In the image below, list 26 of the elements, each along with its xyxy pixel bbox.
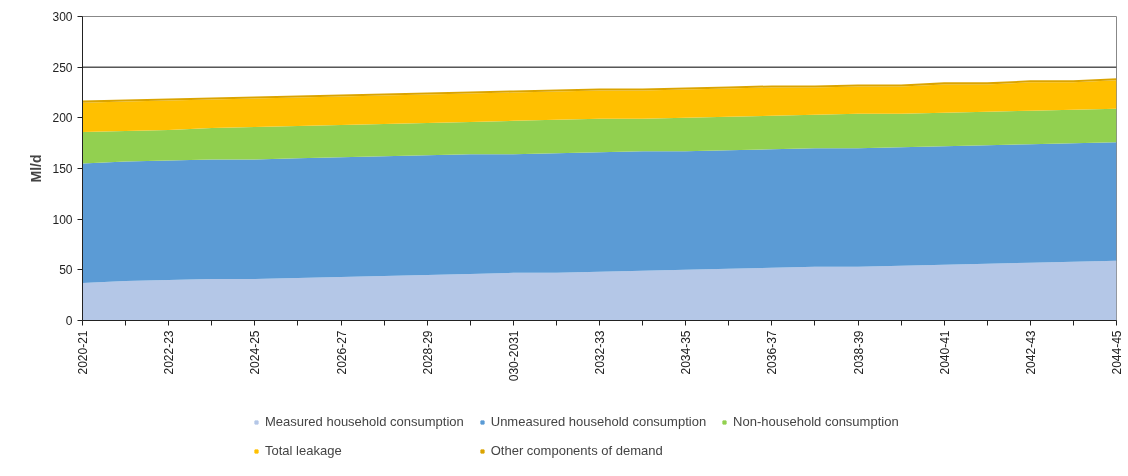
y-tick-label: 150: [52, 162, 73, 176]
legend-label: Total leakage: [265, 443, 342, 458]
y-tick-label: 300: [52, 10, 73, 24]
x-tick-label: 2022-23: [162, 330, 177, 375]
x-tick-label: 2026-27: [334, 330, 349, 375]
x-tick-label: 030-2031: [506, 330, 521, 382]
x-tick-label: 2042-43: [1023, 330, 1038, 375]
y-axis-title: Ml/d: [28, 154, 45, 183]
y-tick-label: 250: [52, 60, 73, 75]
y-tick-label: 50: [59, 263, 73, 278]
x-tick-label: 2034-35: [679, 330, 694, 375]
y-tick-label: 200: [52, 111, 73, 126]
x-tick-label: 2040-41: [937, 330, 952, 375]
x-tick-label: 2024-25: [248, 330, 263, 375]
x-tick-label: 2028-29: [420, 330, 435, 375]
x-tick-label: 2032-33: [593, 330, 607, 375]
x-tick-label: 2036-37: [765, 330, 780, 375]
y-tick-label: 100: [52, 212, 73, 227]
legend-label: Unmeasured household consumption: [490, 414, 707, 429]
x-tick-label: 2044-45: [1110, 330, 1124, 375]
x-tick-label: 2038-39: [851, 330, 866, 375]
y-tick-label: 0: [65, 314, 73, 328]
legend-label: Other components of demand: [490, 443, 663, 458]
x-tick-label: 2020-21: [76, 330, 90, 375]
legend-label: Non-household consumption: [733, 414, 899, 429]
legend-label: Measured household consumption: [265, 414, 464, 429]
